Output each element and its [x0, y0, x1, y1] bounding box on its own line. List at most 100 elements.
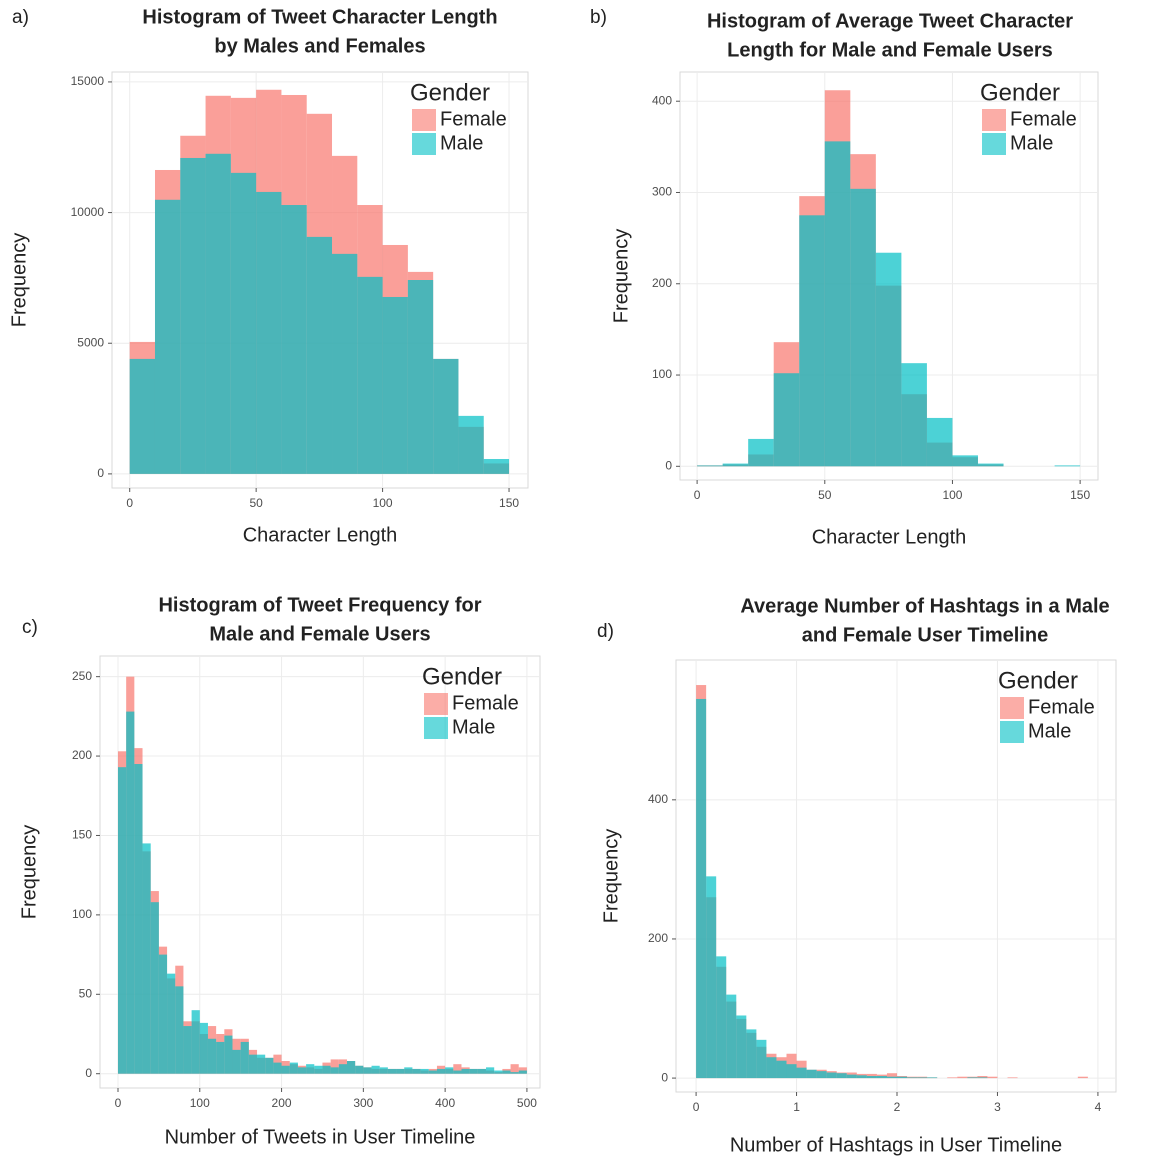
x-tick-label: 100 — [190, 1096, 210, 1110]
x-tick-label: 0 — [126, 496, 133, 510]
bar — [736, 1015, 747, 1079]
bar — [824, 141, 851, 467]
bar — [469, 1068, 478, 1074]
bar — [796, 1067, 807, 1079]
y-tick-label: 50 — [79, 986, 93, 1000]
bar — [799, 215, 825, 467]
legend-key — [412, 109, 436, 131]
bar — [330, 1067, 339, 1074]
x-axis-label: Character Length — [243, 524, 398, 546]
y-tick-label: 0 — [85, 1066, 92, 1080]
bar — [722, 463, 749, 467]
y-axis-label: Frequency — [18, 825, 40, 920]
bar — [199, 1022, 208, 1074]
bar — [726, 994, 737, 1079]
chart-title: Male and Female Users — [209, 623, 430, 645]
bar — [850, 188, 876, 467]
bar — [191, 1010, 200, 1074]
bar — [977, 1076, 988, 1079]
bar — [856, 1075, 867, 1079]
legend-key — [412, 133, 436, 155]
bar — [696, 698, 707, 1079]
y-tick-label: 250 — [72, 669, 92, 683]
chart-title: by Males and Females — [214, 35, 425, 57]
bar — [927, 1077, 938, 1079]
y-tick-label: 15000 — [71, 74, 105, 88]
bar — [875, 252, 902, 467]
bar — [273, 1062, 282, 1074]
x-tick-label: 300 — [353, 1096, 373, 1110]
y-tick-label: 10000 — [71, 205, 105, 219]
bar — [248, 1054, 258, 1074]
chart-title: Histogram of Tweet Character Length — [142, 6, 497, 28]
x-tick-label: 3 — [994, 1100, 1001, 1114]
bar — [382, 296, 408, 474]
bar — [977, 463, 1004, 467]
bar — [494, 1070, 503, 1074]
bar — [306, 1064, 315, 1074]
bar — [1007, 1077, 1018, 1079]
x-tick-label: 1 — [793, 1100, 800, 1114]
bar — [154, 199, 181, 474]
y-tick-label: 200 — [72, 748, 92, 762]
bar — [230, 172, 257, 474]
bar — [866, 1076, 877, 1079]
bar — [216, 1041, 225, 1074]
y-tick-label: 400 — [648, 792, 668, 806]
bar — [886, 1073, 898, 1079]
bar — [404, 1067, 413, 1074]
bar — [240, 1041, 249, 1074]
bar — [134, 764, 143, 1074]
bar — [716, 956, 727, 1079]
bar — [265, 1057, 274, 1074]
x-tick-label: 0 — [115, 1096, 122, 1110]
bar — [453, 1070, 462, 1074]
bar — [207, 1038, 217, 1074]
bar — [510, 1072, 519, 1074]
x-axis-label: Character Length — [812, 526, 967, 548]
x-tick-label: 100 — [373, 496, 393, 510]
legend-entry: Female — [440, 108, 507, 130]
legend-key — [982, 133, 1006, 155]
bar — [518, 1067, 527, 1074]
legend-entry: Male — [1028, 720, 1071, 742]
bar — [281, 205, 307, 474]
bar — [346, 1061, 356, 1074]
x-tick-label: 50 — [249, 496, 263, 510]
bar — [142, 843, 151, 1074]
y-tick-label: 5000 — [77, 335, 104, 349]
legend-entry: Male — [452, 716, 495, 738]
chart-title: and Female User Timeline — [802, 624, 1048, 646]
legend-entry: Female — [1010, 108, 1077, 130]
chart-title: Average Number of Hashtags in a Male — [740, 595, 1109, 617]
bar — [816, 1071, 827, 1079]
legend-title: Gender — [410, 79, 490, 106]
x-tick-label: 2 — [894, 1100, 901, 1114]
bar — [706, 876, 717, 1079]
legend-key — [424, 717, 448, 739]
bar — [876, 1076, 887, 1079]
bar — [306, 236, 333, 474]
bar — [183, 1026, 192, 1074]
bar — [428, 1070, 437, 1074]
bar — [314, 1065, 323, 1074]
x-tick-label: 500 — [517, 1096, 537, 1110]
bar — [836, 1073, 847, 1079]
legend-key — [1000, 697, 1024, 719]
y-tick-label: 150 — [72, 828, 92, 842]
bar — [776, 1060, 787, 1079]
bar — [205, 153, 231, 474]
x-tick-label: 200 — [272, 1096, 292, 1110]
bar — [363, 1067, 372, 1074]
bar — [338, 1064, 347, 1074]
legend-entry: Male — [1010, 132, 1053, 154]
bar — [281, 1065, 290, 1074]
y-tick-label: 200 — [652, 276, 672, 290]
bar — [126, 711, 135, 1074]
bar — [412, 1068, 421, 1074]
plot-panel — [675, 659, 1117, 1093]
y-tick-label: 0 — [665, 458, 672, 472]
y-axis-label: Frequency — [8, 233, 30, 328]
bar — [332, 253, 358, 474]
